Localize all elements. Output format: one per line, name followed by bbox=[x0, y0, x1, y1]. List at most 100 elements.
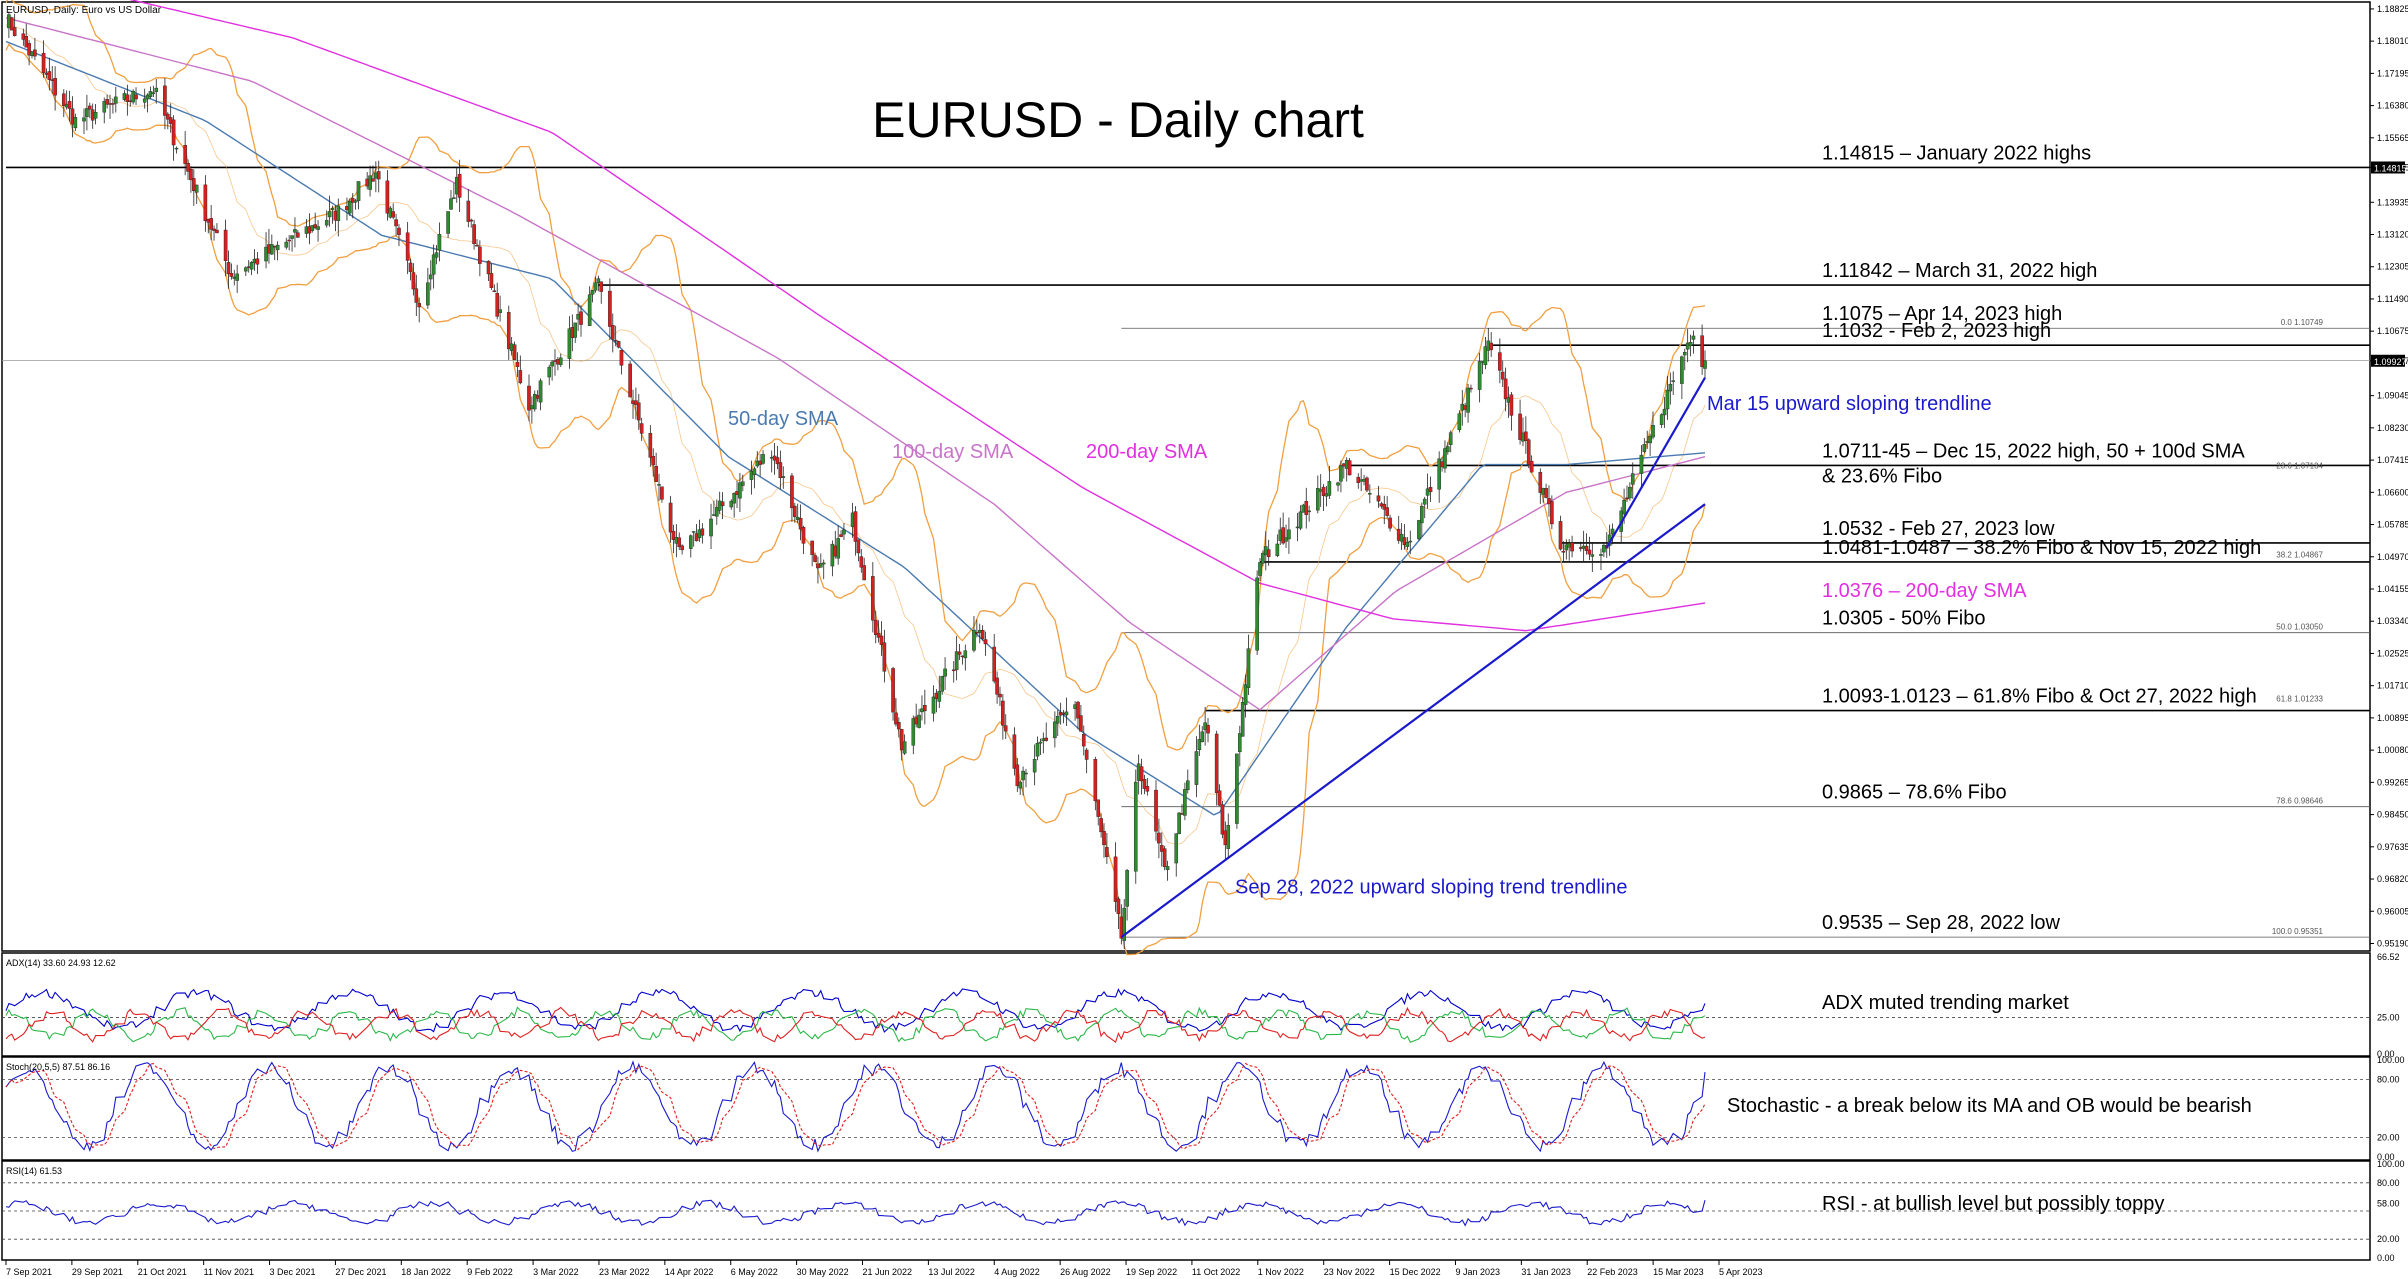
candle-body bbox=[518, 370, 523, 384]
candle-body bbox=[1503, 378, 1508, 400]
level-label: 1.0093-1.0123 – 61.8% Fibo & Oct 27, 202… bbox=[1822, 686, 2257, 708]
candle-body bbox=[1483, 346, 1488, 366]
candle-body bbox=[1145, 785, 1150, 792]
adx-panel bbox=[1, 952, 2371, 1057]
candle-body bbox=[327, 211, 332, 218]
candle-body bbox=[680, 545, 684, 551]
candle-body bbox=[1385, 507, 1389, 516]
x-tick-label: 5 Apr 2023 bbox=[1719, 1267, 1763, 1277]
level-label: 1.0376 – 200-day SMA bbox=[1822, 580, 2027, 602]
sma200-label: 200-day SMA bbox=[1086, 441, 1208, 463]
candle-body bbox=[142, 98, 147, 103]
candle-body bbox=[1217, 790, 1222, 806]
y-tick-label: 1.11490 bbox=[2377, 294, 2408, 304]
x-tick-label: 19 Sep 2022 bbox=[1126, 1267, 1177, 1277]
candle-body bbox=[1255, 577, 1259, 651]
fibo-label: 100.0 0.95351 bbox=[2272, 927, 2324, 936]
candle-body bbox=[1602, 544, 1606, 553]
candle-body bbox=[1235, 753, 1239, 824]
x-tick-label: 21 Oct 2021 bbox=[138, 1267, 187, 1277]
y-tick-label: 1.02525 bbox=[2377, 648, 2408, 658]
candle-body bbox=[255, 258, 260, 265]
candle-body bbox=[1347, 460, 1352, 476]
candle-body bbox=[1226, 825, 1231, 849]
candle-body bbox=[738, 482, 742, 499]
y-tick-label: 1.18010 bbox=[2377, 36, 2408, 46]
candle-body bbox=[1055, 715, 1060, 724]
candle-body bbox=[1185, 780, 1190, 791]
fibo-label: 0.0 1.10749 bbox=[2281, 318, 2324, 327]
y-tick-label: 1.09045 bbox=[2377, 391, 2408, 401]
stoch-panel bbox=[1, 1056, 2371, 1161]
x-tick-label: 11 Oct 2022 bbox=[1192, 1267, 1240, 1277]
y-tick-label: 0.95190 bbox=[2377, 938, 2408, 948]
candle-body bbox=[1558, 521, 1563, 550]
candle-body bbox=[610, 325, 615, 340]
candle-body bbox=[1402, 537, 1407, 546]
candle-body bbox=[1526, 439, 1531, 465]
candle-body bbox=[446, 211, 450, 234]
sma-100-line bbox=[5, 17, 1706, 711]
candle-body bbox=[1122, 907, 1127, 941]
candle-body bbox=[27, 43, 31, 56]
candle-body bbox=[998, 693, 1002, 698]
candle-body bbox=[879, 635, 884, 645]
rsi-header: RSI(14) 61.53 bbox=[6, 1166, 62, 1176]
current-price-tag-text: 1.09927 bbox=[2374, 357, 2407, 367]
candle-body bbox=[1316, 488, 1320, 511]
candle-body bbox=[1021, 770, 1025, 781]
candle-body bbox=[1200, 731, 1205, 742]
candle-body bbox=[1446, 446, 1450, 453]
x-tick-label: 15 Dec 2022 bbox=[1390, 1267, 1441, 1277]
candle-body bbox=[9, 17, 14, 31]
y-tick-label: 1.05785 bbox=[2377, 520, 2408, 530]
candle-body bbox=[801, 527, 806, 544]
y-tick-label: 0.98450 bbox=[2377, 810, 2408, 820]
candle-body bbox=[229, 273, 234, 277]
candle-body bbox=[1639, 454, 1644, 474]
candle-body bbox=[593, 282, 598, 291]
candle-body bbox=[992, 646, 996, 682]
candle-body bbox=[599, 281, 604, 292]
fibo-label: 50.0 1.03050 bbox=[2276, 623, 2323, 632]
candle-body bbox=[223, 229, 228, 262]
candle-body bbox=[1688, 342, 1693, 347]
candle-body bbox=[1012, 734, 1017, 769]
y-tick-label: 1.00080 bbox=[2377, 745, 2408, 755]
candle-body bbox=[1518, 413, 1522, 440]
candle-body bbox=[954, 651, 959, 671]
rsi-tick-label: 80.00 bbox=[2377, 1178, 2400, 1188]
candle-body bbox=[729, 500, 734, 508]
x-tick-label: 26 Aug 2022 bbox=[1060, 1267, 1111, 1277]
candle-body bbox=[876, 633, 881, 638]
candle-body bbox=[125, 94, 130, 103]
candle-body bbox=[1183, 789, 1187, 816]
candle-body bbox=[1116, 898, 1121, 914]
candle-body bbox=[1240, 702, 1245, 737]
candle-body bbox=[275, 244, 280, 251]
candle-body bbox=[1142, 779, 1147, 789]
candle-body bbox=[1018, 781, 1022, 789]
fibo-label: 78.6 0.98646 bbox=[2276, 797, 2323, 806]
candle-body bbox=[148, 91, 153, 97]
x-tick-label: 14 Apr 2022 bbox=[665, 1267, 714, 1277]
candle-body bbox=[1220, 804, 1225, 835]
y-tick-label: 1.06600 bbox=[2377, 487, 2408, 497]
candle-body bbox=[495, 293, 500, 317]
y-tick-label: 1.13120 bbox=[2377, 230, 2408, 240]
candle-body bbox=[660, 486, 664, 500]
candle-body bbox=[394, 219, 398, 227]
rsi-line bbox=[5, 1199, 1706, 1227]
candle-body bbox=[1102, 831, 1106, 846]
sma100-label: 100-day SMA bbox=[892, 441, 1014, 463]
candle-body bbox=[1477, 361, 1482, 390]
candle-body bbox=[1437, 458, 1441, 490]
x-tick-label: 6 May 2022 bbox=[731, 1267, 778, 1277]
candle-body bbox=[1422, 498, 1427, 505]
candle-body bbox=[1258, 562, 1262, 576]
x-tick-label: 18 Jan 2022 bbox=[401, 1267, 451, 1277]
candle-body bbox=[426, 282, 430, 306]
candle-body bbox=[293, 229, 297, 233]
candle-body bbox=[1408, 540, 1413, 543]
